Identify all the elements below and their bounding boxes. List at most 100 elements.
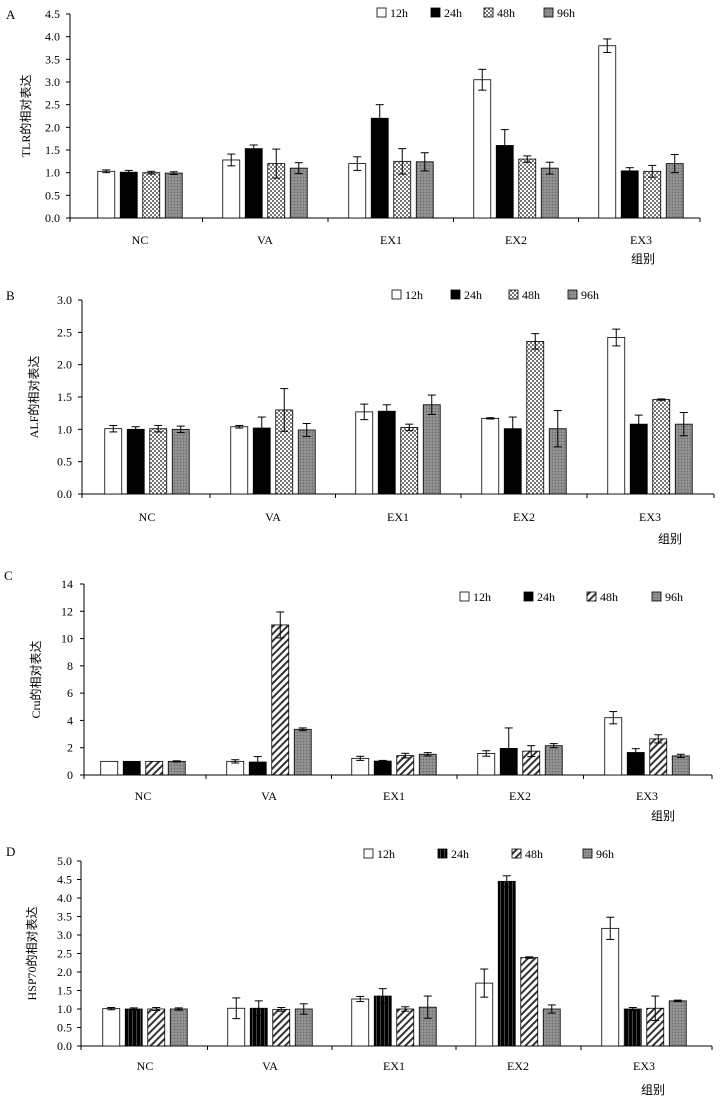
y-axis-label: Cru的相对表达: [28, 640, 43, 718]
x-tick-label: NC: [139, 510, 156, 524]
legend-label: 12h: [390, 6, 408, 20]
panel-label: B: [6, 288, 15, 303]
chart-panel-d: D 0.0 0.5 1.0 1.5 2.0 2.5 3.0 3.5 4.0 4.5 5.0 HSP70的…: [6, 844, 713, 1097]
bar-24h: [244, 148, 263, 219]
bar-24h: [373, 760, 392, 776]
legend-swatch-48h: [511, 848, 522, 859]
y-tick-label: 3.0: [57, 928, 72, 942]
y-tick-label: 4: [67, 713, 73, 727]
y-tick-label: 0.5: [57, 455, 72, 469]
legend-swatch-96h: [651, 591, 662, 602]
x-tick-label: VA: [262, 1059, 278, 1073]
panel-label: C: [4, 568, 13, 583]
bar-96h: [668, 1000, 687, 1047]
bar-12h: [348, 163, 367, 219]
bar-48h: [518, 158, 537, 219]
y-tick-label: 2.0: [57, 358, 72, 372]
legend-swatch-96h: [582, 848, 593, 859]
bar-96h: [171, 428, 190, 495]
y-tick-label: 5.0: [57, 854, 72, 868]
bar-12h: [104, 428, 123, 495]
legend-swatch-12h: [391, 289, 402, 300]
bar-96h: [167, 760, 186, 776]
bar-24h: [629, 423, 648, 495]
y-tick-label: 0: [67, 768, 73, 782]
bar-48h: [149, 428, 168, 495]
bar-48h: [400, 426, 419, 495]
bar-96h: [293, 728, 312, 776]
bar-12h: [97, 170, 116, 219]
bar-12h: [222, 159, 241, 219]
bar-96h: [418, 753, 437, 776]
legend-label: 48h: [522, 288, 540, 302]
y-tick-label: 0.0: [57, 1039, 72, 1053]
y-tick-label: 1.0: [57, 422, 72, 436]
x-tick-label: VA: [261, 789, 277, 803]
y-tick-label: 4.0: [57, 891, 72, 905]
x-tick-label: NC: [135, 789, 152, 803]
legend-label: 24h: [444, 6, 462, 20]
bar-12h: [601, 927, 620, 1047]
x-tick-label: EX1: [383, 789, 405, 803]
legend-swatch-48h: [586, 591, 597, 602]
panel-label: A: [6, 7, 16, 22]
y-tick-label: 4.0: [45, 30, 60, 44]
y-axis-label: TLR的相对表达: [18, 75, 33, 158]
legend-swatch-24h: [523, 591, 534, 602]
y-tick-label: 2.5: [57, 325, 72, 339]
bar-24h: [370, 117, 389, 219]
x-tick-label: NC: [137, 1059, 154, 1073]
bar-48h: [147, 1008, 166, 1047]
legend-label: 96h: [557, 6, 575, 20]
bar-12h: [604, 717, 623, 776]
legend-label: 48h: [525, 847, 543, 861]
bar-24h: [119, 171, 138, 219]
y-tick-label: 0.0: [45, 211, 60, 225]
y-tick-label: 1.5: [57, 984, 72, 998]
bar-24h: [620, 170, 639, 219]
legend-swatch-48h: [508, 289, 519, 300]
bar-96h: [297, 429, 316, 495]
y-tick-label: 1.0: [45, 166, 60, 180]
y-tick-label: 2.5: [45, 98, 60, 112]
y-tick-label: 10: [61, 632, 73, 646]
legend-swatch-12h: [363, 848, 374, 859]
y-tick-label: 0.5: [45, 188, 60, 202]
bar-96h: [169, 1008, 188, 1047]
bar-96h: [289, 167, 308, 219]
y-tick-label: 2.0: [45, 120, 60, 134]
y-tick-label: 2.5: [57, 947, 72, 961]
bar-48h: [396, 755, 415, 776]
y-tick-label: 0.0: [57, 487, 72, 501]
bar-12h: [477, 753, 496, 776]
x-tick-label: EX3: [639, 510, 661, 524]
x-axis-label: 组别: [651, 809, 675, 823]
bar-24h: [126, 428, 145, 495]
y-tick-label: 3.5: [57, 910, 72, 924]
x-axis-label: 组别: [631, 252, 655, 266]
y-axis-label: HSP70的相对表达: [24, 906, 39, 1000]
bar-12h: [102, 1008, 121, 1047]
bar-24h: [497, 880, 516, 1047]
y-tick-label: 3.0: [57, 293, 72, 307]
y-tick-label: 1.5: [45, 143, 60, 157]
bar-48h: [520, 957, 539, 1047]
bar-96h: [542, 1008, 561, 1047]
bar-24h: [377, 410, 396, 495]
bar-12h: [473, 79, 492, 219]
legend-swatch-24h: [437, 848, 448, 859]
legend-label: 12h: [405, 288, 423, 302]
legend-swatch-96h: [567, 289, 578, 300]
x-tick-label: EX1: [380, 233, 402, 247]
legend-label: 96h: [665, 590, 683, 604]
legend-label: 96h: [581, 288, 599, 302]
bar-12h: [481, 417, 500, 495]
y-tick-label: 14: [61, 577, 73, 591]
bar-48h: [142, 172, 161, 219]
x-tick-label: NC: [132, 233, 149, 247]
y-tick-label: 0.5: [57, 1021, 72, 1035]
legend-label: 24h: [537, 590, 555, 604]
x-tick-label: EX2: [507, 1059, 529, 1073]
x-tick-label: EX3: [636, 789, 658, 803]
bar-24h: [623, 1008, 642, 1047]
